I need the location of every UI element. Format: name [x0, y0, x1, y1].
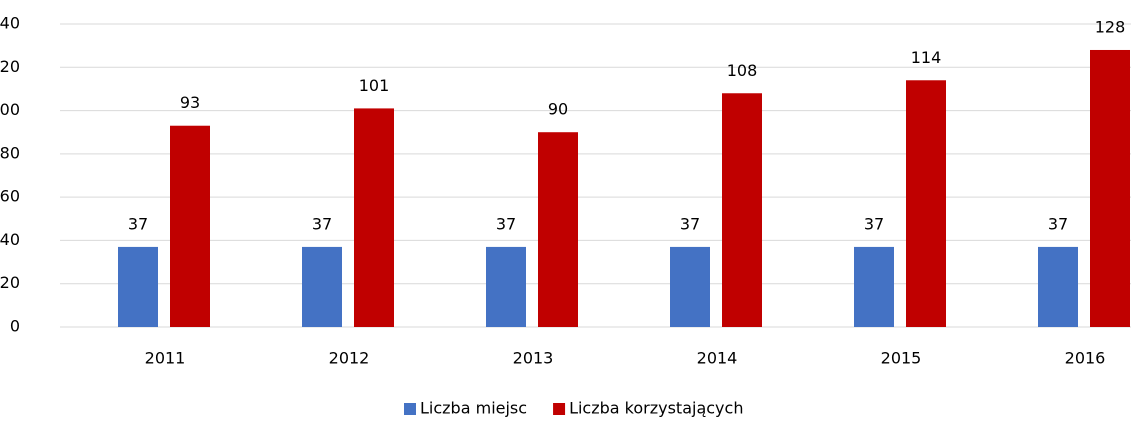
- data-label: 37: [496, 214, 516, 233]
- bar: [118, 246, 158, 327]
- bar: [670, 246, 710, 327]
- bar: [486, 246, 526, 327]
- bar: [538, 132, 578, 327]
- x-tick-label: 2014: [697, 349, 738, 368]
- y-tick-label: 80: [0, 143, 20, 162]
- y-tick-label: 40: [0, 230, 20, 249]
- data-label: 108: [727, 61, 758, 80]
- bar: [1090, 49, 1130, 327]
- bar: [302, 246, 342, 327]
- data-label: 37: [1048, 214, 1068, 233]
- data-label: 37: [312, 214, 332, 233]
- x-tick-label: 2013: [513, 349, 554, 368]
- bar: [170, 125, 210, 327]
- data-label: 128: [1095, 17, 1126, 36]
- x-tick-label: 2011: [145, 349, 186, 368]
- data-label: 101: [359, 76, 390, 95]
- bar: [854, 246, 894, 327]
- legend-label: Liczba miejsc: [420, 399, 527, 418]
- y-tick-label: 100: [0, 100, 20, 119]
- data-label: 37: [864, 214, 884, 233]
- data-label: 37: [680, 214, 700, 233]
- legend-label: Liczba korzystających: [569, 399, 743, 418]
- y-tick-label: 20: [0, 273, 20, 292]
- data-label: 90: [548, 100, 568, 119]
- data-label: 37: [128, 214, 148, 233]
- data-label: 93: [180, 93, 200, 112]
- y-tick-label: 120: [0, 57, 20, 76]
- bar: [1038, 246, 1078, 327]
- x-tick-label: 2016: [1065, 349, 1106, 368]
- x-tick-label: 2015: [881, 349, 922, 368]
- y-tick-label: 140: [0, 14, 20, 33]
- bar: [906, 80, 946, 328]
- y-tick-label: 60: [0, 187, 20, 206]
- data-label: 114: [911, 48, 942, 67]
- y-tick-label: 0: [10, 317, 20, 336]
- legend-swatch: [553, 403, 566, 415]
- x-tick-label: 2012: [329, 349, 370, 368]
- legend-swatch: [404, 403, 416, 415]
- bar: [354, 108, 394, 328]
- bar: [722, 93, 762, 327]
